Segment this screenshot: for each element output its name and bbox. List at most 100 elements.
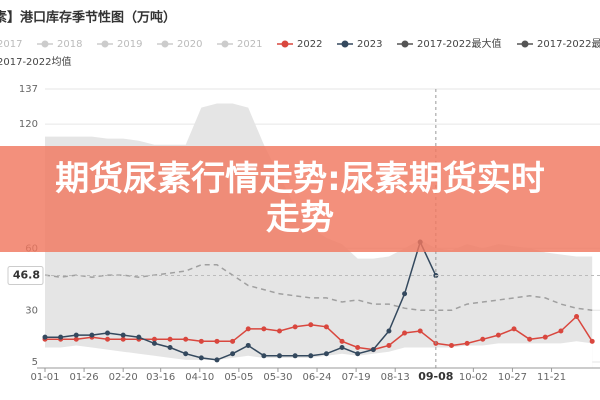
series-point [167, 345, 173, 351]
series-point [198, 338, 204, 344]
series-point [167, 336, 173, 342]
legend-icon [341, 40, 349, 48]
y-tick-label: 30 [25, 305, 38, 316]
series-point [355, 351, 361, 357]
legend-icon [281, 40, 289, 48]
series-point [495, 332, 501, 338]
series-point [355, 345, 361, 351]
legend-label: 2021 [237, 39, 262, 50]
series-point [386, 328, 392, 334]
series-point [386, 342, 392, 348]
series-point [89, 332, 95, 338]
x-tick-label: 01-26 [70, 372, 99, 383]
x-tick-label: 07-19 [342, 372, 371, 383]
series-line [45, 239, 437, 361]
x-tick-label: 08-13 [381, 372, 410, 383]
legend-icon [221, 40, 229, 48]
series-line [45, 315, 593, 351]
cursor-y-label: 46.8 [13, 269, 40, 282]
series-point [73, 332, 79, 338]
legend-label: 2017-2022最小值 [537, 37, 600, 50]
series-point [589, 338, 595, 344]
legend-label: 2022 [297, 39, 322, 50]
overlay-text: 期货尿素行情走势:尿素期货实时走势 [55, 159, 545, 238]
x-tick-label: 02-20 [109, 372, 138, 383]
series-point [558, 328, 564, 334]
legend-icon [161, 40, 169, 48]
series-point [402, 291, 408, 297]
series-point [480, 336, 486, 342]
min-area [45, 341, 593, 368]
series-point [120, 336, 126, 342]
x-tick-label: 05-30 [263, 372, 292, 383]
series-point [230, 338, 236, 344]
legend-label: 2017-2022最大值 [417, 37, 502, 50]
x-tick-label: 06-24 [302, 372, 331, 383]
cursor-y-box [7, 266, 44, 286]
series-point [105, 336, 111, 342]
series-point [339, 338, 345, 344]
x-tick-label: 10-27 [498, 372, 527, 383]
series-point [308, 353, 314, 359]
x-tick-label: 04-10 [185, 372, 214, 383]
cursor-x-box [415, 369, 456, 385]
series-point [245, 326, 251, 332]
legend-label: 2017-2022均值 [0, 55, 72, 68]
x-tick-label: 10-02 [459, 372, 488, 383]
series-point [370, 347, 376, 353]
overlay-banner: 期货尿素行情走势:尿素期货实时走势 [0, 146, 600, 252]
series-point [183, 351, 189, 357]
series-point [261, 353, 267, 359]
series-point [402, 330, 408, 336]
legend-label: 2018 [57, 39, 82, 50]
x-tick-label: 03-16 [146, 372, 175, 383]
series-point [292, 353, 298, 359]
series-point [323, 351, 329, 357]
series-point [292, 324, 298, 330]
series-point [183, 336, 189, 342]
legend-label: 2023 [357, 39, 382, 50]
y-tick-label: 5 [32, 357, 38, 368]
series-point [151, 340, 157, 346]
x-tick-label: 01-01 [30, 372, 59, 383]
chart-title: 素】港口库存季节性图（万吨） [0, 10, 176, 26]
cursor-x-label: 09-08 [418, 370, 453, 383]
series-point [511, 326, 517, 332]
legend-label: 2017 [0, 39, 22, 50]
legend-icon [101, 40, 109, 48]
mean-line [44, 264, 593, 312]
series-point [417, 328, 423, 334]
series-point [58, 334, 64, 340]
series-point [151, 336, 157, 342]
series-point [277, 328, 283, 334]
series-point [136, 334, 142, 340]
series-point [308, 322, 314, 328]
y-tick-label: 120 [19, 119, 38, 130]
series-point [542, 334, 548, 340]
series-point [574, 314, 580, 319]
series-point [230, 351, 236, 357]
y-tick-label: 137 [19, 84, 38, 95]
series-point [214, 357, 220, 363]
series-point [323, 324, 329, 330]
series-point [198, 355, 204, 361]
series-point [448, 342, 454, 348]
series-point [277, 353, 283, 359]
legend-label: 2020 [177, 39, 202, 50]
series-point [120, 332, 126, 338]
legend-icon [401, 40, 409, 48]
series-point [464, 340, 470, 346]
series-point [527, 336, 533, 342]
legend-label: 2019 [117, 39, 142, 50]
series-point [214, 338, 220, 344]
series-point [73, 336, 79, 342]
series-point [245, 342, 251, 348]
legend-icon [41, 40, 49, 48]
series-point [105, 330, 111, 336]
legend-icon [521, 40, 529, 48]
x-tick-label: 05-05 [224, 372, 253, 383]
series-point [339, 345, 345, 351]
series-point [261, 326, 267, 332]
series-point [42, 334, 48, 340]
